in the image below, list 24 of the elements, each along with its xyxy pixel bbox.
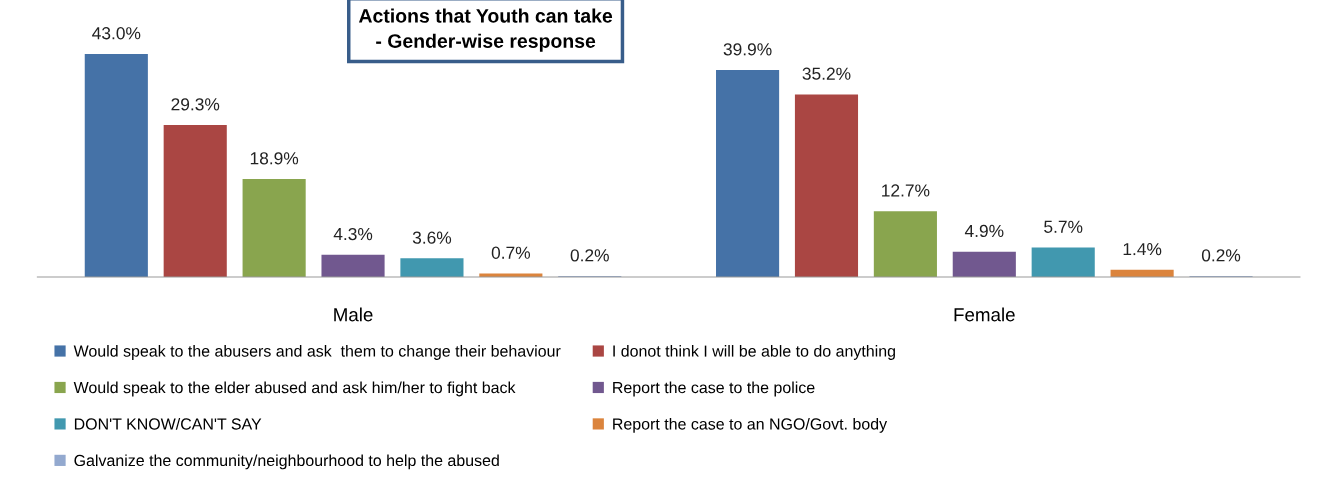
- data-label: 4.9%: [964, 224, 1004, 238]
- data-label: 18.9%: [250, 152, 299, 165]
- data-label: 0.7%: [491, 246, 531, 259]
- legend-label: Galvanize the community/neighbourhood to help the abused: [74, 454, 499, 470]
- legend-label: Would speak to the abusers and ask them to change their behaviour: [73, 345, 561, 360]
- data-label: 5.7%: [1044, 220, 1083, 233]
- data-label: 0.2%: [570, 249, 609, 262]
- data-label: 29.3%: [171, 98, 220, 111]
- legend-label: I donot think I will be able to do anything: [613, 345, 895, 360]
- legend-label: Would speak to the elder abused and ask him/her to fight back: [73, 381, 516, 397]
- data-label: 12.7%: [882, 184, 930, 197]
- x-tick-label: Female: [954, 307, 1015, 322]
- legend-label: DON'T KNOW/CAN'T SAY: [74, 417, 262, 430]
- legend-label: Report the case to an NGO/Govt. body: [613, 417, 888, 433]
- data-label: 43.0%: [92, 27, 141, 40]
- data-label: 35.2%: [802, 67, 851, 80]
- data-label: 1.4%: [1123, 243, 1162, 256]
- data-label: 0.2%: [1201, 249, 1241, 262]
- legend-label: Report the case to the police: [613, 381, 815, 397]
- data-label: 39.9%: [723, 43, 772, 56]
- x-tick-label: Male: [334, 307, 373, 322]
- data-label: 3.6%: [412, 231, 452, 244]
- chart-title: Actions that Youth can take - Gender-wise response: [358, 8, 613, 52]
- data-label: 4.3%: [333, 227, 373, 241]
